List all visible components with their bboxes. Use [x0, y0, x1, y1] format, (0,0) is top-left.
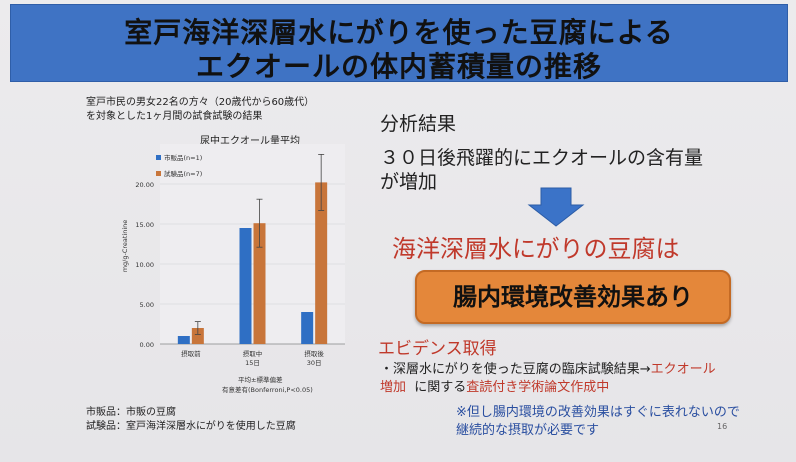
evidence-line1-highlight: エクオール [650, 362, 716, 377]
evidence-title: エビデンス取得 [378, 339, 497, 359]
y-tick-label: 10.00 [135, 261, 154, 269]
legend-swatch [156, 171, 161, 176]
analysis-heading: 分析結果 [380, 113, 457, 135]
x-tick-label: 摂取中 [243, 349, 263, 358]
bar [315, 182, 328, 344]
study-note-line1: 室戸市民の男女22名の方々（20歳代から60歳代） [86, 97, 315, 108]
x-tick-label: 摂取後 [304, 349, 324, 358]
y-tick-label: 5.00 [140, 301, 154, 309]
slide-title-line1: 室戸海洋深層水にがりを使った豆腐による [124, 16, 674, 49]
x-tick-label: 15日 [245, 359, 260, 367]
chart-note-line1: 平均±標準偏差 [238, 375, 283, 384]
footnote-line2: 継続的な摂取が必要です [456, 423, 600, 438]
legend-note-line1: 市販品：市販の豆腐 [86, 407, 176, 418]
chart-title: 尿中エクオール量平均 [200, 136, 300, 147]
chart-note-line2: 有意差有(Bonferroni,P<0.05) [222, 385, 313, 394]
result-line1: ３０日後飛躍的にエクオールの含有量 [380, 147, 704, 169]
bar [253, 223, 266, 344]
slide-title-line2: エクオールの体内蓄積量の推移 [195, 50, 602, 83]
y-tick-label: 15.00 [135, 221, 154, 229]
plot-area [160, 144, 345, 344]
legend-note-line2: 試験品：室戸海洋深層水にがりを使用した豆腐 [86, 421, 296, 432]
page-number: 16 [717, 422, 728, 431]
bar [191, 328, 204, 344]
intestinal-improvement-button: 腸内環境改善効果あり [415, 270, 731, 324]
x-tick-label: 摂取前 [181, 349, 201, 358]
result-line2: が増加 [380, 171, 438, 193]
evidence-line2-highlight: 増加 [380, 380, 407, 395]
evidence-line1: ・深層水にがりを使った豆腐の臨床試験結果→エクオール [380, 358, 716, 377]
evidence-line2-text: に関する [414, 380, 467, 395]
study-note-line2: を対象とした1ヶ月間の試食試験の結果 [86, 111, 263, 122]
evidence-line2: 増加 に関する査読付き学術論文作成中 [380, 376, 609, 395]
evidence-line1-text: ・深層水にがりを使った豆腐の臨床試験結果→ [380, 362, 651, 377]
footnote: ※但し腸内環境の改善効果はすぐに表れないので 継続的な摂取が必要です [456, 404, 740, 440]
y-axis-label: mg/g-Creatinine [121, 220, 129, 273]
legend-label: 市販品(n=1) [164, 153, 202, 162]
title-bar: 室戸海洋深層水にがりを使った豆腐による エクオールの体内蓄積量の推移 [10, 4, 788, 83]
bar [239, 228, 252, 344]
headline: 海洋深層水にがりの豆腐は [392, 235, 680, 263]
legend-label: 試験品(n=7) [164, 169, 202, 178]
legend-swatch [156, 155, 161, 160]
bar [177, 336, 190, 344]
x-tick-label: 30日 [307, 359, 322, 367]
evidence-line2-highlight2: 査読付き学術論文作成中 [466, 380, 610, 395]
bar [301, 312, 314, 344]
y-tick-label: 0.00 [140, 341, 154, 349]
footnote-line1: ※但し腸内環境の改善効果はすぐに表れないので [456, 405, 740, 420]
y-tick-label: 20.00 [135, 181, 154, 189]
